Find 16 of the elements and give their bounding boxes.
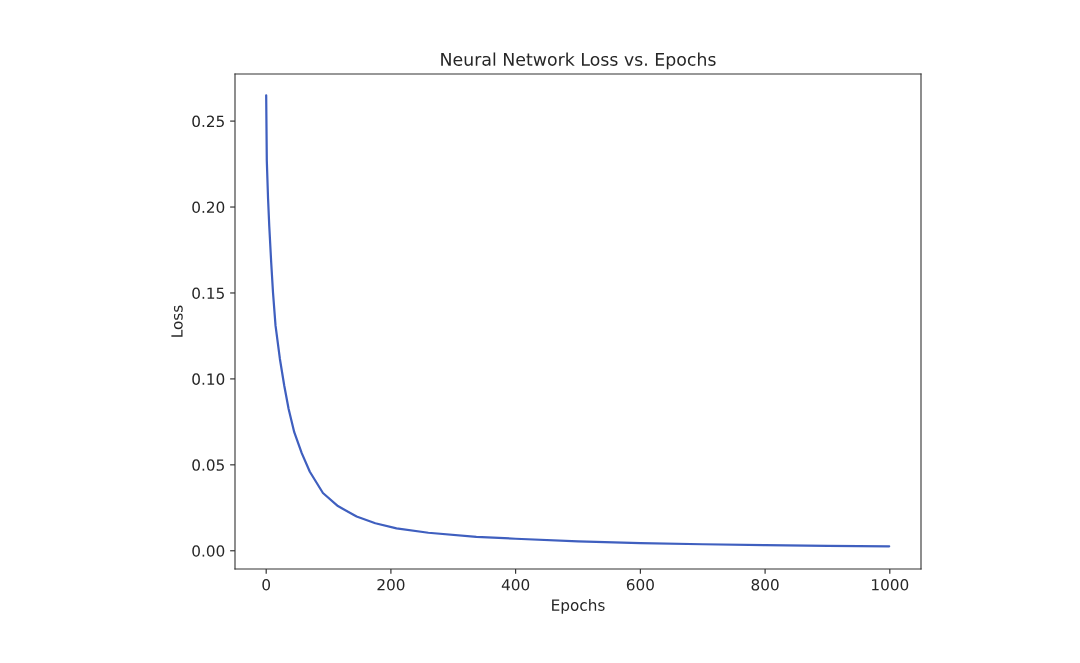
y-tick-label: 0.15 [192,287,224,299]
y-tick-label: 0.00 [192,545,225,557]
chart-title: Neural Network Loss vs. Epochs [441,52,716,70]
y-tick-label: 0.10 [192,373,225,385]
x-axis-title: Epochs [552,599,605,614]
y-axis-title: Loss [171,305,183,337]
x-tick-label: 0 [262,578,271,591]
y-tick-label: 0.05 [192,459,224,471]
y-tick-label: 0.25 [192,115,224,128]
x-tick-label: 200 [377,578,405,591]
x-tick-label: 600 [626,578,654,591]
x-tick-label: 1000 [872,578,909,591]
x-tick-label: 400 [501,578,530,591]
line-series [265,94,891,548]
x-tick-label: 800 [751,578,779,591]
y-tick-label: 0.20 [192,201,225,214]
